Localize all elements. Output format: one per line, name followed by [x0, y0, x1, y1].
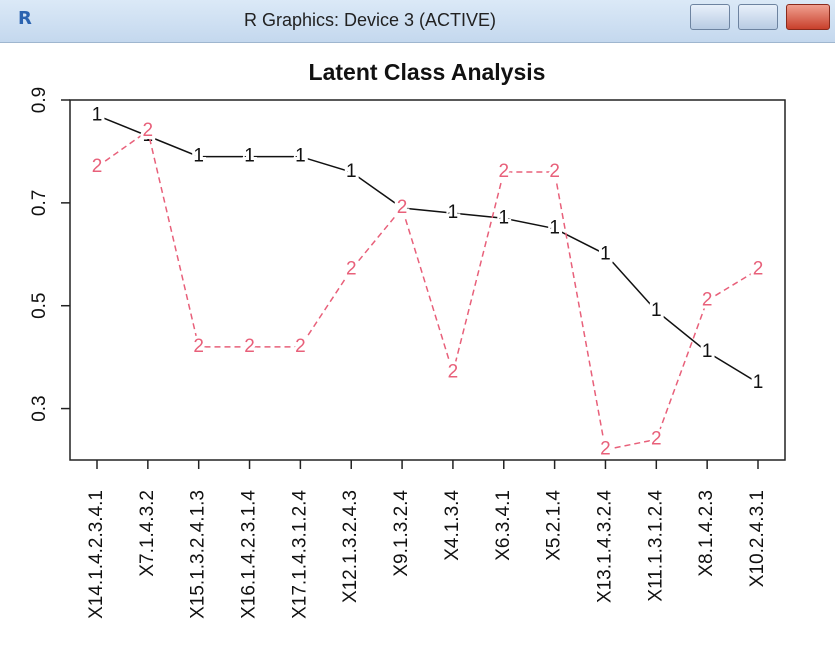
chart: Latent Class Analysis 0.3 0.5 0.7 0.9 X14.1.…: [29, 59, 786, 619]
x-tick-label: X7.1.4.3.2: [137, 490, 158, 577]
point-symbol: 1: [397, 197, 408, 218]
close-button[interactable]: [786, 4, 830, 30]
point-symbol: 2: [549, 161, 560, 182]
point-symbol: 1: [702, 341, 713, 362]
point-symbol: 1: [295, 146, 306, 167]
chart-title: Latent Class Analysis: [309, 59, 546, 85]
minimize-button[interactable]: [690, 4, 730, 30]
x-tick-label: X9.1.3.2.4: [391, 490, 412, 577]
x-tick-label: X15.1.3.2.4.1.3: [188, 490, 209, 619]
point-symbol: 2: [193, 336, 204, 357]
point-symbol: 2: [448, 362, 459, 383]
x-tick-label: X5.2.1.4: [544, 490, 565, 561]
x-tick-label: X8.1.4.2.3: [696, 490, 717, 577]
x-tick-label: X11.1.3.1.2.4: [645, 490, 666, 602]
point-symbol: 1: [448, 202, 459, 223]
maximize-button[interactable]: [738, 4, 778, 30]
x-tick-label: X16.1.4.2.3.1.4: [239, 490, 260, 619]
title-bar: R R Graphics: Device 3 (ACTIVE): [0, 0, 835, 43]
series-line: [96, 129, 759, 451]
x-tick-label: X10.2.4.3.1: [747, 490, 768, 587]
point-symbol: 1: [753, 372, 764, 393]
plot-box: [69, 99, 786, 461]
series-line: [96, 114, 759, 384]
point-symbol: 1: [346, 161, 357, 182]
point-symbol: 2: [498, 161, 509, 182]
x-tick-label: X4.1.3.4: [442, 490, 463, 561]
point-symbol: 2: [397, 197, 408, 218]
y-tick-label: 0.3: [29, 395, 50, 421]
point-symbol: 2: [600, 439, 611, 460]
point-symbol: 2: [346, 259, 357, 280]
point-symbol: 1: [193, 146, 204, 167]
x-tick-label: X14.1.4.2.3.4.1: [86, 490, 107, 619]
x-tick-label: X13.1.4.3.2.4: [594, 490, 615, 603]
app-icon: R: [18, 8, 32, 29]
point-symbol: 2: [244, 336, 255, 357]
point-symbol: 2: [143, 120, 154, 141]
point-symbol: 2: [702, 290, 713, 311]
y-tick-label: 0.9: [29, 87, 50, 113]
y-tick-label: 0.5: [29, 293, 50, 319]
point-symbol: 2: [753, 259, 764, 280]
point-symbol: 1: [92, 104, 103, 125]
point-symbol: 2: [651, 428, 662, 449]
point-symbol: 2: [295, 336, 306, 357]
point-symbol: 2: [92, 156, 103, 177]
x-tick-label: X12.1.3.2.4.3: [340, 490, 361, 603]
window-title: R Graphics: Device 3 (ACTIVE): [243, 10, 497, 30]
y-tick-label: 0.7: [29, 190, 50, 216]
point-symbol: 1: [498, 207, 509, 228]
point-symbol: 1: [143, 125, 154, 146]
point-symbol: 1: [600, 243, 611, 264]
point-symbol: 1: [651, 300, 662, 321]
x-tick-label: X17.1.4.3.1.2.4: [289, 490, 310, 619]
point-symbol: 1: [244, 146, 255, 167]
x-tick-label: X6.3.4.1: [493, 490, 514, 561]
point-symbol: 1: [549, 218, 560, 239]
